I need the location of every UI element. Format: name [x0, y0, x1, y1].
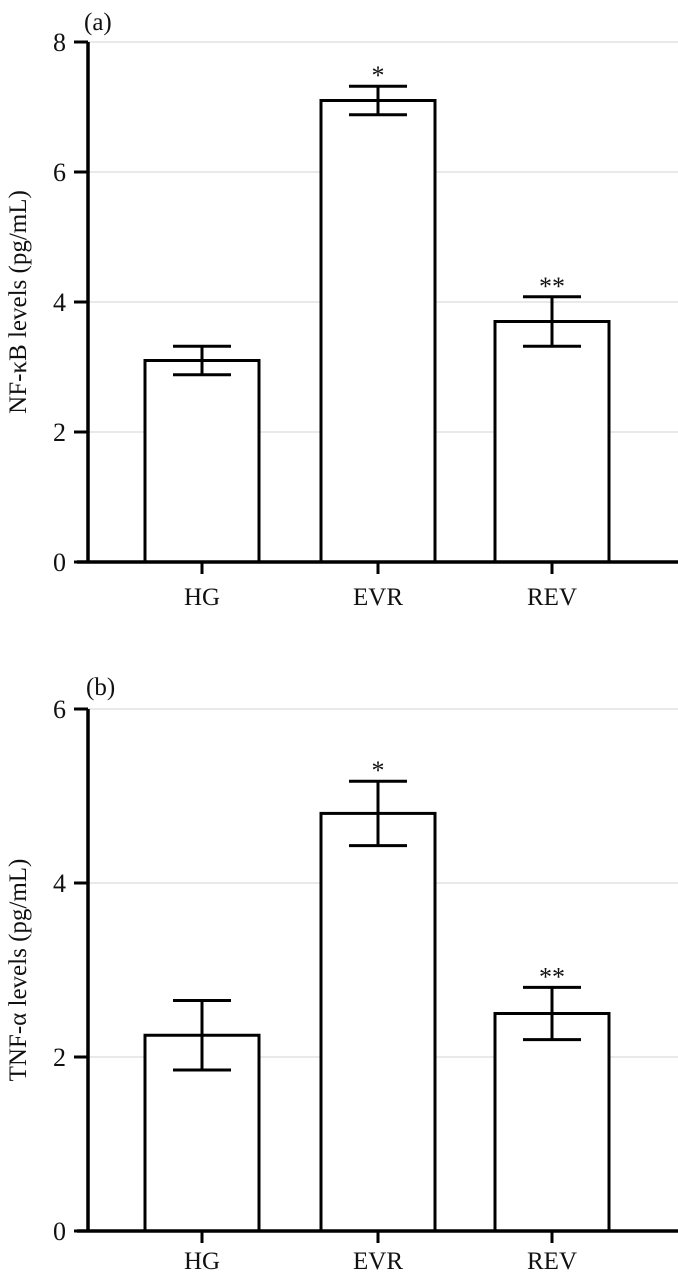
category-label-hg: HG: [184, 584, 220, 611]
y-tick-label: 8: [53, 28, 66, 57]
bar-rev: [493, 1012, 611, 1233]
significance-marker: *: [372, 756, 385, 785]
y-axis-title: NF-κB levels (pg/mL): [5, 190, 32, 414]
bar-rev: [493, 320, 611, 564]
y-tick-label: 6: [53, 695, 66, 724]
category-label-evr: EVR: [353, 1248, 403, 1275]
significance-marker: *: [372, 61, 385, 90]
bar-evr: [319, 99, 437, 564]
category-label-rev: REV: [527, 584, 577, 611]
y-tick-label: 2: [53, 1043, 66, 1072]
panel-b-chart: 0 2 4 6 HG EVR * REV ** TNF-α levels (pg/mL) (b): [5, 674, 678, 1275]
y-tick-label: 0: [53, 1217, 66, 1246]
y-axis-title: TNF-α levels (pg/mL): [5, 859, 32, 1082]
category-label-evr: EVR: [353, 584, 403, 611]
category-label-rev: REV: [527, 1248, 577, 1275]
category-label-hg: HG: [184, 1248, 220, 1275]
significance-marker: **: [539, 962, 565, 991]
bar-hg: [143, 359, 261, 564]
y-tick-label: 0: [53, 548, 66, 577]
y-tick-label: 4: [53, 869, 66, 898]
significance-marker: **: [539, 272, 565, 301]
panel-label: (b): [86, 674, 115, 701]
y-tick-label: 4: [53, 288, 66, 317]
y-tick-label: 2: [53, 418, 66, 447]
bar-evr: [319, 811, 437, 1233]
panel-a-chart: 0 2 4 6 8 HG EVR * REV ** NF-κB levels (pg/mL) (a): [5, 9, 678, 611]
panel-label: (a): [84, 9, 112, 36]
y-tick-label: 6: [53, 158, 66, 187]
